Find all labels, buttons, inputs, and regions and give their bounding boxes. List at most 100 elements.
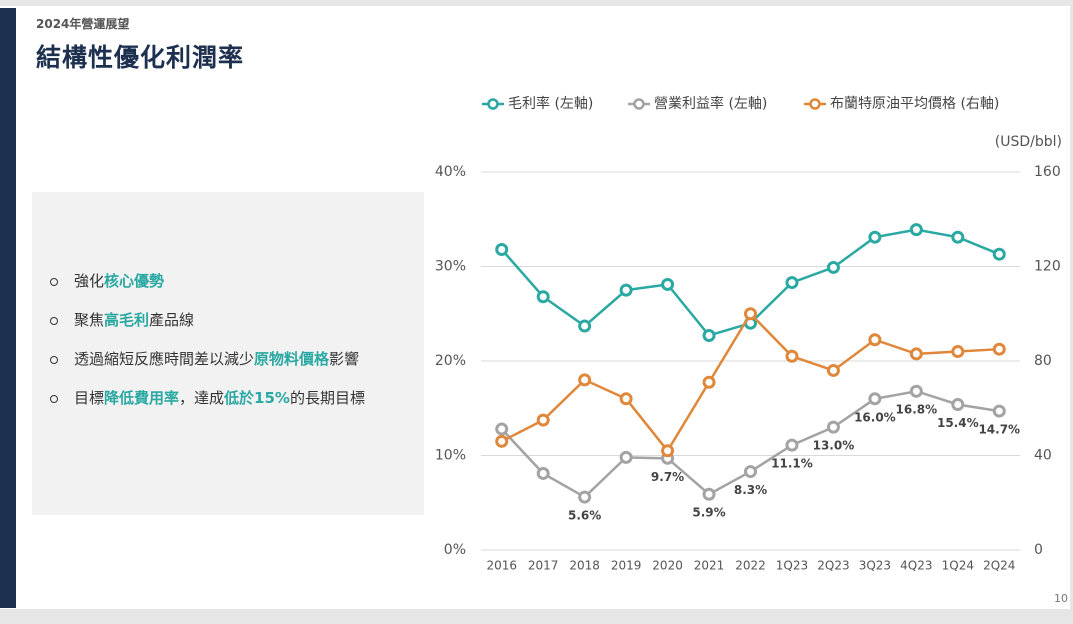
data-point [744,307,757,321]
data-label: 5.6% [568,509,601,523]
x-tick-label: 2Q23 [817,559,849,573]
bullet-text: ，達成 [179,389,225,407]
y-tick-label: 0% [444,542,466,558]
data-point [992,247,1006,261]
data-point [826,420,840,434]
data-label: 14.7% [978,423,1020,437]
data-label: 5.9% [692,506,725,520]
x-tick-label: 2021 [694,559,725,573]
x-tick-label: 2019 [611,559,642,573]
data-point [495,434,509,448]
y-tick-label: 10% [435,448,466,464]
data-label: 16.8% [896,403,938,417]
legend-marker [633,98,645,110]
data-point [785,438,799,452]
data-point [661,444,675,458]
bullet-dot [50,355,58,364]
x-tick-label: 4Q23 [900,559,932,573]
data-point [702,487,716,501]
data-label: 13.0% [813,439,855,453]
bullet-text: 目標 [74,389,105,407]
data-point [536,466,550,480]
data-label: 11.1% [771,457,813,471]
legend-marker [487,98,499,110]
x-tick-label: 2Q24 [983,559,1015,573]
data-label: 9.7% [651,470,684,484]
kicker: 2024年營運展望 [36,17,130,31]
data-point [744,465,757,479]
highlight-text: 高毛利 [104,311,150,329]
data-point [992,404,1006,418]
bullet: 透過縮短反應時間差以減少原物料價格影響 [50,348,359,369]
highlight-text: 降低費用率 [104,389,180,407]
data-point [909,347,923,361]
data-point [578,490,592,504]
data-label: 15.4% [937,416,979,430]
x-tick-label: 1Q24 [942,559,974,573]
bullet-text: 透過縮短反應時間差以減少 [74,350,255,368]
bullet-box: 強化核心優勢 聚焦高毛利產品線 透過縮短反應時間差以減少原物料價格影響 目標降低費用率… [32,192,424,515]
data-point [536,290,550,304]
page-number: 10 [1054,592,1068,605]
data-point [619,392,633,406]
x-tick-label: 2022 [735,559,766,573]
data-point [702,375,716,389]
data-point [702,328,716,342]
y2-tick-label: 120 [1034,259,1061,275]
data-point [495,422,509,436]
bullet-dot [50,316,58,325]
data-point [619,450,633,464]
data-point [909,223,923,237]
highlight-text: 低於15% [224,389,290,407]
y2-unit-label: (USD/bbl) [995,134,1062,150]
data-point [536,413,550,427]
data-point [619,283,633,297]
legend-label: 營業利益率 (左軸) [654,95,767,112]
x-tick-label: 2018 [569,559,600,573]
data-point [578,373,592,387]
data-point [826,260,840,274]
y-tick-label: 20% [435,353,466,369]
nav-bar [0,8,16,608]
data-point [868,333,882,347]
data-point [951,397,965,411]
slide-title: 結構性優化利潤率 [36,43,245,72]
bullet-dot [50,394,58,403]
series-line [501,311,1000,453]
x-tick-label: 2016 [486,559,517,573]
data-point [951,345,965,359]
y2-tick-label: 80 [1034,353,1052,369]
data-point [909,384,923,398]
bullet-text: 聚焦 [74,311,105,329]
y2-tick-label: 160 [1034,164,1061,180]
bullet-text: 強化 [74,272,105,290]
legend-marker [809,98,821,110]
data-point [578,319,592,333]
highlight-text: 核心優勢 [104,272,165,290]
data-label: 8.3% [734,483,767,497]
chart: 0% 10% 20% 30% 40% 0 40 80 120 160 (USD/bbl) 2016 20… [435,95,1062,573]
data-point [495,242,509,256]
data-point [868,230,882,244]
bullet: 聚焦高毛利產品線 [50,309,194,330]
bullet: 強化核心優勢 [50,270,164,291]
x-tick-label: 2017 [528,559,559,573]
data-point [826,363,840,377]
data-point [951,230,965,244]
x-tick-label: 2020 [652,559,683,573]
data-point [661,277,675,291]
x-tick-label: 3Q23 [859,559,891,573]
legend-label: 毛利率 (左軸) [508,95,593,112]
y2-tick-label: 40 [1034,448,1052,464]
y-tick-label: 40% [435,164,466,180]
bullet-text: 的長期目標 [289,389,365,407]
bullet-text: 影響 [329,350,360,368]
y2-tick-label: 0 [1034,542,1043,558]
data-point [785,276,799,290]
bullet: 目標降低費用率，達成低於15%的長期目標 [50,387,365,408]
bullet-text: 產品線 [149,311,195,329]
data-point [868,392,882,406]
bullet-dot [50,277,58,286]
data-point [785,349,799,363]
legend-label: 布蘭特原油平均價格 (右軸) [830,95,999,112]
